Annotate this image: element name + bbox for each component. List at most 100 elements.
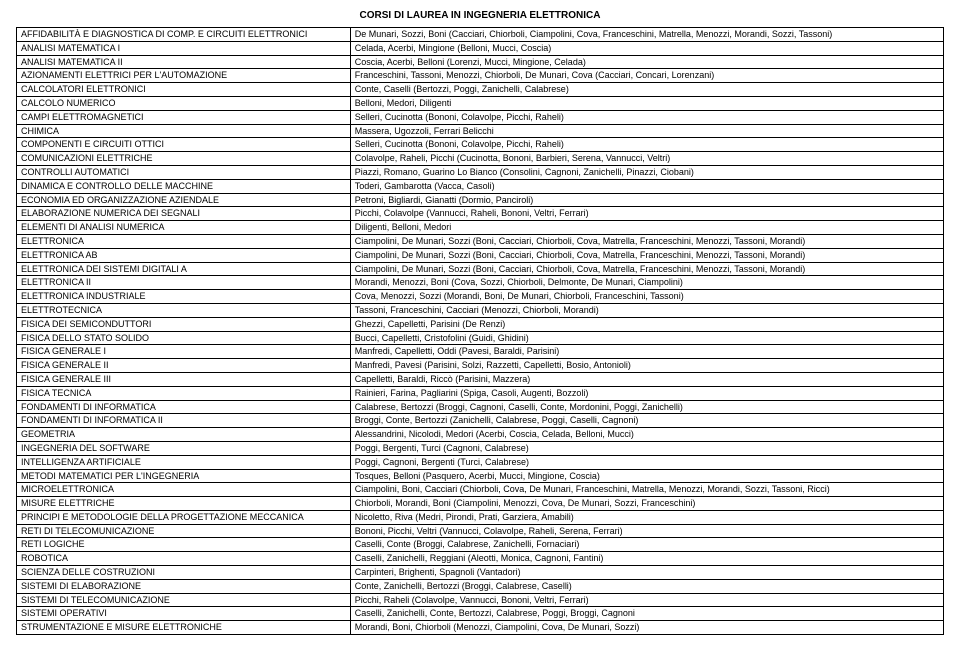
instructors: Ciampolini, De Munari, Sozzi (Boni, Cacc… xyxy=(350,234,943,248)
course-name: FISICA DELLO STATO SOLIDO xyxy=(17,331,351,345)
course-name: CONTROLLI AUTOMATICI xyxy=(17,165,351,179)
course-name: ELABORAZIONE NUMERICA DEI SEGNALI xyxy=(17,207,351,221)
course-name: ANALISI MATEMATICA II xyxy=(17,55,351,69)
course-name: ELEMENTI DI ANALISI NUMERICA xyxy=(17,221,351,235)
table-row: ELETTROTECNICATassoni, Franceschini, Cac… xyxy=(17,303,944,317)
instructors: Calabrese, Bertozzi (Broggi, Cagnoni, Ca… xyxy=(350,400,943,414)
table-row: GEOMETRIAAlessandrini, Nicolodi, Medori … xyxy=(17,428,944,442)
table-row: SCIENZA DELLE COSTRUZIONICarpinteri, Bri… xyxy=(17,566,944,580)
table-row: FISICA TECNICARainieri, Farina, Pagliari… xyxy=(17,386,944,400)
course-name: INTELLIGENZA ARTIFICIALE xyxy=(17,455,351,469)
course-name: ELETTRONICA DEI SISTEMI DIGITALI A xyxy=(17,262,351,276)
course-name: DINAMICA E CONTROLLO DELLE MACCHINE xyxy=(17,179,351,193)
table-row: MISURE ELETTRICHEChiorboli, Morandi, Bon… xyxy=(17,497,944,511)
instructors: Manfredi, Capelletti, Oddi (Pavesi, Bara… xyxy=(350,345,943,359)
course-name: FISICA TECNICA xyxy=(17,386,351,400)
course-name: CALCOLATORI ELETTRONICI xyxy=(17,83,351,97)
table-row: FISICA DELLO STATO SOLIDOBucci, Capellet… xyxy=(17,331,944,345)
instructors: Selleri, Cucinotta (Bononi, Colavolpe, P… xyxy=(350,110,943,124)
instructors: Ciampolini, De Munari, Sozzi (Boni, Cacc… xyxy=(350,248,943,262)
course-name: STRUMENTAZIONE E MISURE ELETTRONICHE xyxy=(17,621,351,635)
instructors: Coscia, Acerbi, Belloni (Lorenzi, Mucci,… xyxy=(350,55,943,69)
table-row: MICROELETTRONICACiampolini, Boni, Caccia… xyxy=(17,483,944,497)
table-row: ELEMENTI DI ANALISI NUMERICADiligenti, B… xyxy=(17,221,944,235)
table-row: INGEGNERIA DEL SOFTWAREPoggi, Bergenti, … xyxy=(17,441,944,455)
course-name: CAMPI ELETTROMAGNETICI xyxy=(17,110,351,124)
course-name: FISICA GENERALE II xyxy=(17,359,351,373)
instructors: Chiorboli, Morandi, Boni (Ciampolini, Me… xyxy=(350,497,943,511)
table-row: AZIONAMENTI ELETTRICI PER L'AUTOMAZIONEF… xyxy=(17,69,944,83)
instructors: Picchi, Raheli (Colavolpe, Vannucci, Bon… xyxy=(350,593,943,607)
page-title: CORSI DI LAUREA IN INGEGNERIA ELETTRONIC… xyxy=(16,10,944,21)
instructors: Bucci, Capelletti, Cristofolini (Guidi, … xyxy=(350,331,943,345)
instructors: Manfredi, Pavesi (Parisini, Solzi, Razze… xyxy=(350,359,943,373)
table-row: ELABORAZIONE NUMERICA DEI SEGNALIPicchi,… xyxy=(17,207,944,221)
table-row: ELETTRONICACiampolini, De Munari, Sozzi … xyxy=(17,234,944,248)
course-name: RETI DI TELECOMUNICAZIONE xyxy=(17,524,351,538)
table-row: STRUMENTAZIONE E MISURE ELETTRONICHEMora… xyxy=(17,621,944,635)
table-row: ELETTRONICA ABCiampolini, De Munari, Soz… xyxy=(17,248,944,262)
instructors: Poggi, Cagnoni, Bergenti (Turci, Calabre… xyxy=(350,455,943,469)
instructors: Piazzi, Romano, Guarino Lo Bianco (Conso… xyxy=(350,165,943,179)
table-row: SISTEMI OPERATIVICaselli, Zanichelli, Co… xyxy=(17,607,944,621)
instructors: Caselli, Zanichelli, Reggiani (Aleotti, … xyxy=(350,552,943,566)
table-row: INTELLIGENZA ARTIFICIALEPoggi, Cagnoni, … xyxy=(17,455,944,469)
course-name: FISICA GENERALE III xyxy=(17,372,351,386)
table-row: CALCOLATORI ELETTRONICIConte, Caselli (B… xyxy=(17,83,944,97)
instructors: De Munari, Sozzi, Boni (Cacciari, Chiorb… xyxy=(350,28,943,42)
instructors: Picchi, Colavolpe (Vannucci, Raheli, Bon… xyxy=(350,207,943,221)
instructors: Capelletti, Baraldi, Riccò (Parisini, Ma… xyxy=(350,372,943,386)
course-name: RETI LOGICHE xyxy=(17,538,351,552)
course-name: PRINCIPI E METODOLOGIE DELLA PROGETTAZIO… xyxy=(17,510,351,524)
table-row: ELETTRONICA IIMorandi, Menozzi, Boni (Co… xyxy=(17,276,944,290)
table-row: SISTEMI DI ELABORAZIONEConte, Zanichelli… xyxy=(17,579,944,593)
instructors: Cova, Menozzi, Sozzi (Morandi, Boni, De … xyxy=(350,290,943,304)
instructors: Diligenti, Belloni, Medori xyxy=(350,221,943,235)
instructors: Nicoletto, Riva (Medri, Pirondi, Prati, … xyxy=(350,510,943,524)
course-name: ELETTROTECNICA xyxy=(17,303,351,317)
course-name: AZIONAMENTI ELETTRICI PER L'AUTOMAZIONE xyxy=(17,69,351,83)
table-row: FISICA GENERALE IIICapelletti, Baraldi, … xyxy=(17,372,944,386)
table-row: CONTROLLI AUTOMATICIPiazzi, Romano, Guar… xyxy=(17,165,944,179)
instructors: Tassoni, Franceschini, Cacciari (Menozzi… xyxy=(350,303,943,317)
course-name: ELETTRONICA INDUSTRIALE xyxy=(17,290,351,304)
table-row: ELETTRONICA INDUSTRIALECova, Menozzi, So… xyxy=(17,290,944,304)
course-name: MISURE ELETTRICHE xyxy=(17,497,351,511)
instructors: Selleri, Cucinotta (Bononi, Colavolpe, P… xyxy=(350,138,943,152)
instructors: Broggi, Conte, Bertozzi (Zanichelli, Cal… xyxy=(350,414,943,428)
instructors: Conte, Caselli (Bertozzi, Poggi, Zaniche… xyxy=(350,83,943,97)
table-row: FISICA GENERALE IIManfredi, Pavesi (Pari… xyxy=(17,359,944,373)
course-name: ELETTRONICA AB xyxy=(17,248,351,262)
table-row: ECONOMIA ED ORGANIZZAZIONE AZIENDALEPetr… xyxy=(17,193,944,207)
table-row: CAMPI ELETTROMAGNETICISelleri, Cucinotta… xyxy=(17,110,944,124)
course-name: CHIMICA xyxy=(17,124,351,138)
table-row: ROBOTICACaselli, Zanichelli, Reggiani (A… xyxy=(17,552,944,566)
instructors: Carpinteri, Brighenti, Spagnoli (Vantado… xyxy=(350,566,943,580)
table-row: ANALISI MATEMATICA ICelada, Acerbi, Ming… xyxy=(17,41,944,55)
table-row: CHIMICAMassera, Ugozzoli, Ferrari Belicc… xyxy=(17,124,944,138)
table-row: ELETTRONICA DEI SISTEMI DIGITALI ACiampo… xyxy=(17,262,944,276)
course-name: COMUNICAZIONI ELETTRICHE xyxy=(17,152,351,166)
instructors: Conte, Zanichelli, Bertozzi (Broggi, Cal… xyxy=(350,579,943,593)
course-name: GEOMETRIA xyxy=(17,428,351,442)
course-name: FONDAMENTI DI INFORMATICA xyxy=(17,400,351,414)
course-name: ROBOTICA xyxy=(17,552,351,566)
table-row: SISTEMI DI TELECOMUNICAZIONEPicchi, Rahe… xyxy=(17,593,944,607)
table-row: CALCOLO NUMERICOBelloni, Medori, Diligen… xyxy=(17,96,944,110)
instructors: Toderi, Gambarotta (Vacca, Casoli) xyxy=(350,179,943,193)
course-name: SCIENZA DELLE COSTRUZIONI xyxy=(17,566,351,580)
course-name: INGEGNERIA DEL SOFTWARE xyxy=(17,441,351,455)
course-name: METODI MATEMATICI PER L'INGEGNERIA xyxy=(17,469,351,483)
course-name: MICROELETTRONICA xyxy=(17,483,351,497)
instructors: Rainieri, Farina, Pagliarini (Spiga, Cas… xyxy=(350,386,943,400)
instructors: Massera, Ugozzoli, Ferrari Belicchi xyxy=(350,124,943,138)
table-row: METODI MATEMATICI PER L'INGEGNERIATosque… xyxy=(17,469,944,483)
course-name: AFFIDABILITÀ E DIAGNOSTICA DI COMP. E CI… xyxy=(17,28,351,42)
table-row: RETI LOGICHECaselli, Conte (Broggi, Cala… xyxy=(17,538,944,552)
instructors: Colavolpe, Raheli, Picchi (Cucinotta, Bo… xyxy=(350,152,943,166)
instructors: Ghezzi, Capelletti, Parisini (De Renzi) xyxy=(350,317,943,331)
table-row: FISICA DEI SEMICONDUTTORIGhezzi, Capelle… xyxy=(17,317,944,331)
instructors: Morandi, Boni, Chiorboli (Menozzi, Ciamp… xyxy=(350,621,943,635)
course-name: FONDAMENTI DI INFORMATICA II xyxy=(17,414,351,428)
course-name: SISTEMI DI ELABORAZIONE xyxy=(17,579,351,593)
